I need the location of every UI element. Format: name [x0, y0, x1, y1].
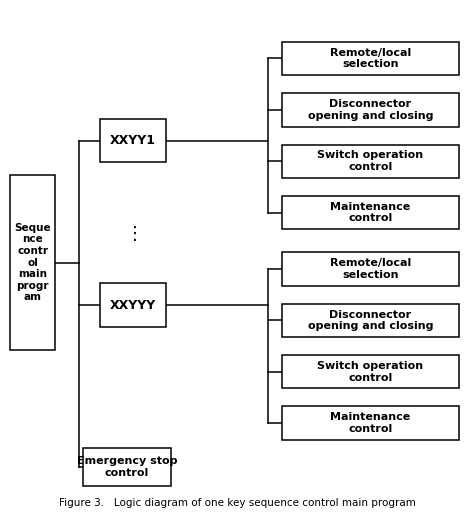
- FancyBboxPatch shape: [83, 448, 171, 486]
- Text: Figure 3.   Logic diagram of one key sequence control main program: Figure 3. Logic diagram of one key seque…: [59, 498, 415, 508]
- Text: Maintenance
control: Maintenance control: [330, 413, 410, 434]
- Text: Maintenance
control: Maintenance control: [330, 202, 410, 224]
- Text: Seque
nce
contr
ol
main
progr
am: Seque nce contr ol main progr am: [14, 223, 51, 302]
- Text: Switch operation
control: Switch operation control: [318, 150, 424, 172]
- Text: Switch operation
control: Switch operation control: [318, 361, 424, 383]
- FancyBboxPatch shape: [282, 93, 459, 127]
- FancyBboxPatch shape: [100, 119, 166, 162]
- Text: Disconnector
opening and closing: Disconnector opening and closing: [308, 99, 433, 121]
- FancyBboxPatch shape: [10, 175, 55, 350]
- Text: Remote/local
selection: Remote/local selection: [330, 258, 411, 280]
- FancyBboxPatch shape: [282, 355, 459, 388]
- FancyBboxPatch shape: [282, 304, 459, 337]
- Text: Emergency stop
control: Emergency stop control: [77, 456, 177, 477]
- FancyBboxPatch shape: [100, 283, 166, 327]
- Text: Disconnector
opening and closing: Disconnector opening and closing: [308, 310, 433, 331]
- FancyBboxPatch shape: [282, 42, 459, 75]
- Text: Remote/local
selection: Remote/local selection: [330, 48, 411, 70]
- FancyBboxPatch shape: [282, 145, 459, 178]
- FancyBboxPatch shape: [282, 196, 459, 229]
- Text: XXYY1: XXYY1: [110, 134, 156, 147]
- FancyBboxPatch shape: [282, 406, 459, 440]
- Text: XXYYY: XXYYY: [110, 299, 156, 312]
- FancyBboxPatch shape: [282, 252, 459, 286]
- Text: ⋮: ⋮: [127, 226, 145, 244]
